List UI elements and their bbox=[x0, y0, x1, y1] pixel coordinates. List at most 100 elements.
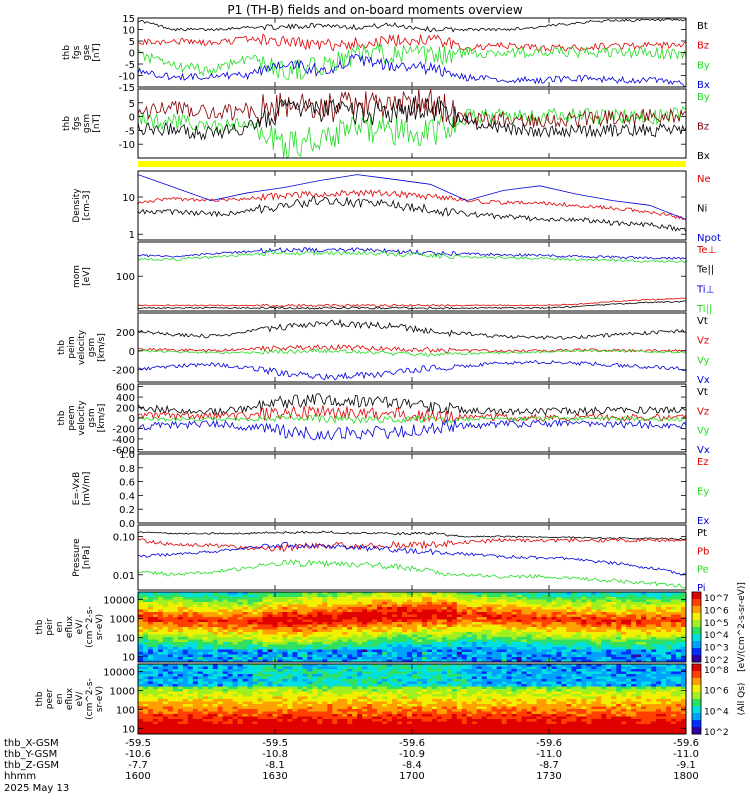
legend-entry: Npot bbox=[697, 233, 721, 244]
y-label-line: fgs bbox=[72, 45, 82, 59]
y-label-line: [km/s] bbox=[97, 333, 107, 362]
legend-entry: Bx bbox=[697, 80, 710, 91]
y-label-line: thb bbox=[57, 340, 67, 355]
series-line-vt bbox=[138, 394, 686, 415]
series-line-vt bbox=[138, 320, 686, 339]
y-tick-label: -200 bbox=[112, 366, 135, 377]
temp-legend: Te⊥Te||Ti⊥Ti|| bbox=[696, 245, 716, 315]
y-label-line: [cm-3] bbox=[82, 191, 92, 221]
colorbar-segment bbox=[692, 613, 701, 621]
legend-entry: Ni bbox=[697, 204, 707, 215]
y-label-line: velocity bbox=[77, 329, 87, 365]
y-tick-label: 0.2 bbox=[119, 505, 135, 516]
y-tick-label: -10 bbox=[119, 140, 135, 151]
y-tick-label: 100 bbox=[116, 633, 135, 644]
legend-entry: Bz bbox=[697, 122, 709, 133]
y-label-line: gsm bbox=[87, 338, 97, 357]
y-tick-label: -10 bbox=[119, 72, 135, 83]
colorbar-segment bbox=[692, 648, 701, 656]
y-tick-label: 0.0 bbox=[119, 519, 135, 530]
y-tick-label: 0.6 bbox=[119, 478, 135, 489]
y-label-line: gsm bbox=[87, 408, 97, 427]
series-line-vy bbox=[138, 415, 686, 424]
legend-entry: Vz bbox=[697, 336, 709, 347]
y-tick-label: 100 bbox=[116, 272, 135, 283]
y-label-line: eV/ bbox=[75, 619, 85, 635]
y-tick-label: 10 bbox=[122, 193, 135, 204]
y-tick-label: 0.01 bbox=[113, 571, 135, 582]
legend-entry: Vt bbox=[697, 387, 708, 398]
series-line-by bbox=[138, 44, 686, 80]
y-tick-label: -15 bbox=[119, 83, 135, 94]
y-label-line: E=-VxB bbox=[72, 472, 82, 506]
colorbar-segment bbox=[692, 592, 701, 600]
y-tick-label: 600 bbox=[116, 383, 135, 394]
series-line-pt bbox=[138, 531, 686, 540]
legend-entry: Ti⊥ bbox=[696, 284, 714, 295]
y-tick-label: 0 bbox=[129, 414, 135, 425]
series-line-vx bbox=[138, 420, 686, 440]
colorbar-segment bbox=[692, 606, 701, 614]
legend-entry: Te|| bbox=[696, 265, 714, 276]
legend-entry: Pt bbox=[697, 528, 707, 539]
legend-entry: Te⊥ bbox=[696, 245, 716, 256]
y-tick-label: -400 bbox=[112, 435, 135, 446]
y-label-line: fgs bbox=[72, 116, 82, 130]
y-tick-label: 0 bbox=[129, 113, 135, 124]
panel-ion-spectrogram: 10^710^610^510^410^310^2[eV/(cm^2-s-sr-e… bbox=[35, 582, 747, 672]
y-tick-label: 5 bbox=[129, 99, 135, 110]
y-label-line: thb bbox=[62, 116, 72, 131]
y-label-line: Pressure bbox=[72, 538, 82, 577]
y-tick-label: -5 bbox=[125, 60, 135, 71]
electron-velocity-series bbox=[138, 394, 686, 440]
y-label-line: (cm^2-s- bbox=[85, 606, 95, 648]
y-tick-label: 1 bbox=[129, 230, 135, 241]
y-tick-label: 0.10 bbox=[113, 533, 135, 544]
colorbar-segment bbox=[692, 634, 701, 642]
legend-entry: Pb bbox=[697, 546, 709, 557]
y-label-line: [nT] bbox=[92, 114, 102, 132]
colorbar-segment bbox=[692, 641, 701, 649]
series-line-vz bbox=[138, 345, 686, 353]
legend-entry: Vt bbox=[697, 316, 708, 327]
fgs-gsm-series bbox=[138, 89, 686, 158]
y-tick-label: 10 bbox=[122, 652, 135, 663]
y-tick-label: 5 bbox=[129, 37, 135, 48]
quality-flag-bar bbox=[138, 161, 686, 167]
pressure-y-label: Pressure[nPa] bbox=[72, 538, 92, 577]
colorbar-label: [eV/(cm^2-s-sr-eV)] bbox=[737, 582, 747, 672]
series-line-npot bbox=[138, 175, 686, 220]
y-label-line: [km/s] bbox=[97, 404, 107, 433]
y-tick-label: 0.8 bbox=[119, 464, 135, 475]
legend-entry: Ez bbox=[697, 457, 709, 468]
y-tick-label: 0 bbox=[129, 49, 135, 60]
density-legend: Ne Ni Npot bbox=[697, 174, 721, 244]
legend-entry: Ne bbox=[697, 174, 711, 185]
legend-entry: Bx bbox=[697, 151, 710, 162]
series-line-bx bbox=[138, 54, 686, 87]
panel-frame bbox=[138, 454, 686, 523]
legend-entry: By bbox=[697, 60, 710, 71]
colorbar-segment bbox=[692, 599, 701, 607]
density-series bbox=[138, 175, 686, 232]
y-tick-label: 400 bbox=[116, 393, 135, 404]
y-tick-label: 0.4 bbox=[119, 491, 135, 502]
panel-electron-spectrogram: 10^810^610^410^2(All Qs)10000100010010th… bbox=[35, 664, 747, 738]
ion-spectrogram-cells bbox=[138, 592, 687, 663]
y-label-line: en bbox=[55, 621, 65, 632]
y-label-line: gsm bbox=[82, 114, 92, 133]
